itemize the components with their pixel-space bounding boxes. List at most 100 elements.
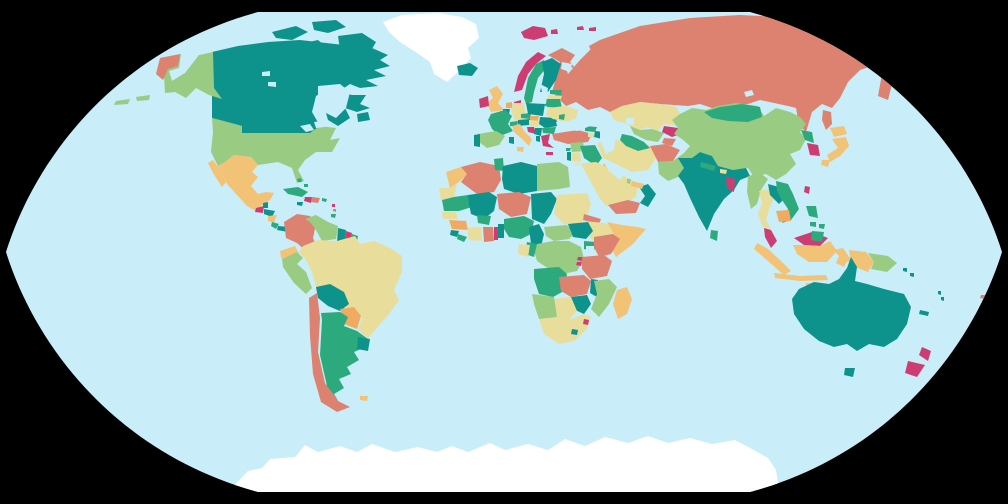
region-jamaica[interactable] [297,202,303,206]
region-sicily[interactable] [517,147,524,152]
region-chile[interactable] [309,293,350,412]
region-south-africa[interactable] [539,314,591,344]
region-cambodia[interactable] [776,210,791,222]
region-france[interactable] [488,110,513,136]
region-norway[interactable] [514,52,546,92]
region-niger[interactable] [497,192,531,217]
region-tasmania[interactable] [844,368,855,377]
region-portugal[interactable] [474,134,480,147]
region-lesotho[interactable] [571,329,578,335]
region-brazil[interactable] [299,236,402,338]
region-haiti[interactable] [304,197,312,203]
region-egypt[interactable] [537,162,570,191]
region-botswana[interactable] [554,297,577,319]
region-guinea[interactable] [449,220,468,230]
region-tajikistan[interactable] [662,138,676,146]
region-australia[interactable] [792,257,911,351]
region-sweden[interactable] [524,60,546,104]
region-baffin-island[interactable] [338,33,376,60]
region-burkina-faso[interactable] [477,215,491,225]
region-romania[interactable] [539,117,558,128]
region-benin[interactable] [498,224,504,238]
region-antilles-2[interactable] [333,209,336,212]
region-japan-honshu[interactable] [827,137,849,162]
region-liberia[interactable] [457,234,467,242]
region-aleutians-1[interactable] [114,99,130,105]
region-guatemala[interactable] [255,206,264,213]
region-paraguay[interactable] [340,307,361,329]
region-canada-arctic-2[interactable] [312,20,346,33]
region-baja-california[interactable] [208,160,226,187]
region-mozambique[interactable] [591,279,617,317]
region-novaya-zemlya[interactable] [589,40,614,56]
region-japan-kyushu[interactable] [821,160,830,167]
region-aleutians-2[interactable] [136,95,150,101]
region-new-zealand-north[interactable] [919,347,931,361]
region-mali[interactable] [468,192,497,219]
region-israel[interactable] [567,152,571,161]
region-new-caledonia[interactable] [919,310,929,316]
region-turkey[interactable] [552,130,592,144]
region-costa-rica[interactable] [271,222,279,229]
region-zambia[interactable] [559,275,591,297]
region-ghana[interactable] [483,227,494,242]
region-iceland[interactable] [457,63,478,76]
region-eritrea[interactable] [583,214,601,224]
region-uzbekistan[interactable] [630,126,664,142]
region-indonesia-sulawesi[interactable] [833,248,849,267]
region-papua-new-guinea[interactable] [868,253,897,272]
region-ivory-coast[interactable] [467,227,482,241]
region-philippines-luzon[interactable] [806,206,818,218]
region-uae[interactable] [631,181,644,189]
region-china[interactable] [672,103,806,180]
region-bangladesh[interactable] [726,177,735,192]
region-solomon-1[interactable] [903,268,907,272]
region-new-zealand-south[interactable] [905,361,925,377]
region-chukotka[interactable] [156,54,180,80]
region-belarus[interactable] [546,99,562,108]
region-hungary[interactable] [529,120,540,127]
region-western-sahara[interactable] [439,184,457,200]
region-slovakia[interactable] [530,116,539,121]
region-vietnam[interactable] [776,181,799,223]
region-greece[interactable] [541,134,554,148]
region-sierra-leone[interactable] [450,230,459,237]
region-dominican-republic[interactable] [311,197,320,203]
region-netherlands[interactable] [506,102,512,108]
region-franz-josef-2[interactable] [589,27,596,31]
region-usa[interactable] [211,118,340,183]
region-moluccas[interactable] [845,257,850,262]
region-bhutan[interactable] [720,169,727,174]
region-ireland[interactable] [479,96,489,108]
region-crete[interactable] [546,152,553,155]
region-gabon[interactable] [518,244,530,257]
region-india[interactable] [678,152,750,231]
region-jordan[interactable] [571,152,581,162]
region-south-korea[interactable] [807,143,820,156]
region-north-korea[interactable] [801,130,814,143]
region-philippines-mindanao[interactable] [811,231,824,242]
region-albania[interactable] [536,136,540,142]
region-solomon-2[interactable] [910,273,914,277]
region-cuba[interactable] [283,187,308,197]
region-somalia[interactable] [607,222,646,257]
region-poland[interactable] [526,103,545,116]
region-belize[interactable] [263,202,268,208]
region-saudi-arabia[interactable] [575,162,638,206]
region-tunisia[interactable] [494,158,504,171]
region-falklands[interactable] [360,396,368,401]
region-canada-arctic-1[interactable] [272,26,308,40]
region-afghanistan[interactable] [650,144,680,162]
region-iraq[interactable] [580,145,602,166]
region-kenya[interactable] [594,234,620,257]
region-yemen[interactable] [608,200,640,214]
region-senegal[interactable] [442,212,458,219]
region-canada[interactable] [212,40,390,133]
region-oman[interactable] [639,184,656,207]
region-taiwan[interactable] [804,186,810,194]
region-sri-lanka[interactable] [710,230,718,241]
region-svalbard-2[interactable] [551,29,558,34]
region-bolivia[interactable] [316,284,349,311]
region-japan-hokkaido[interactable] [830,126,847,137]
region-chad[interactable] [531,192,557,224]
